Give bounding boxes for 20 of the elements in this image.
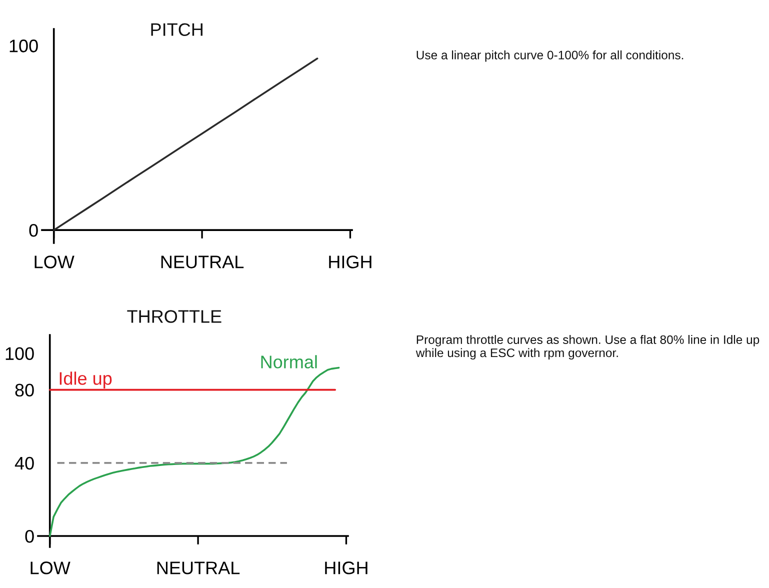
y-tick-label: 100 (10, 40, 38, 52)
chart-title: PITCH (151, 23, 202, 36)
line-series (52, 58, 318, 231)
y-tick-label: 100 (6, 347, 34, 360)
x-tick-label: NEUTRAL (157, 562, 240, 574)
y-tick-label: 0 (29, 224, 38, 237)
line-series (48, 366, 340, 537)
x-tick-label: LOW (34, 256, 74, 268)
y-tick-label: 40 (14, 456, 34, 470)
series-label: Normal (261, 355, 317, 368)
x-tick-label: HIGH (325, 562, 368, 574)
y-tick-label: 80 (15, 384, 34, 397)
x-tick-label: NEUTRAL (161, 256, 244, 268)
text: Program throttle curves as shown. Use a flat 80% line in Idle up while using a ESC with rpm governor. (416, 335, 760, 360)
x-tick-label: LOW (30, 562, 70, 574)
y-tick-label: 0 (25, 530, 34, 543)
text: Use a linear pitch curve 0-100% for all conditions. (416, 50, 684, 62)
series-label: Idle up (60, 372, 112, 388)
chart-title: THROTTLE (127, 310, 222, 323)
x-tick-label: HIGH (329, 256, 372, 268)
